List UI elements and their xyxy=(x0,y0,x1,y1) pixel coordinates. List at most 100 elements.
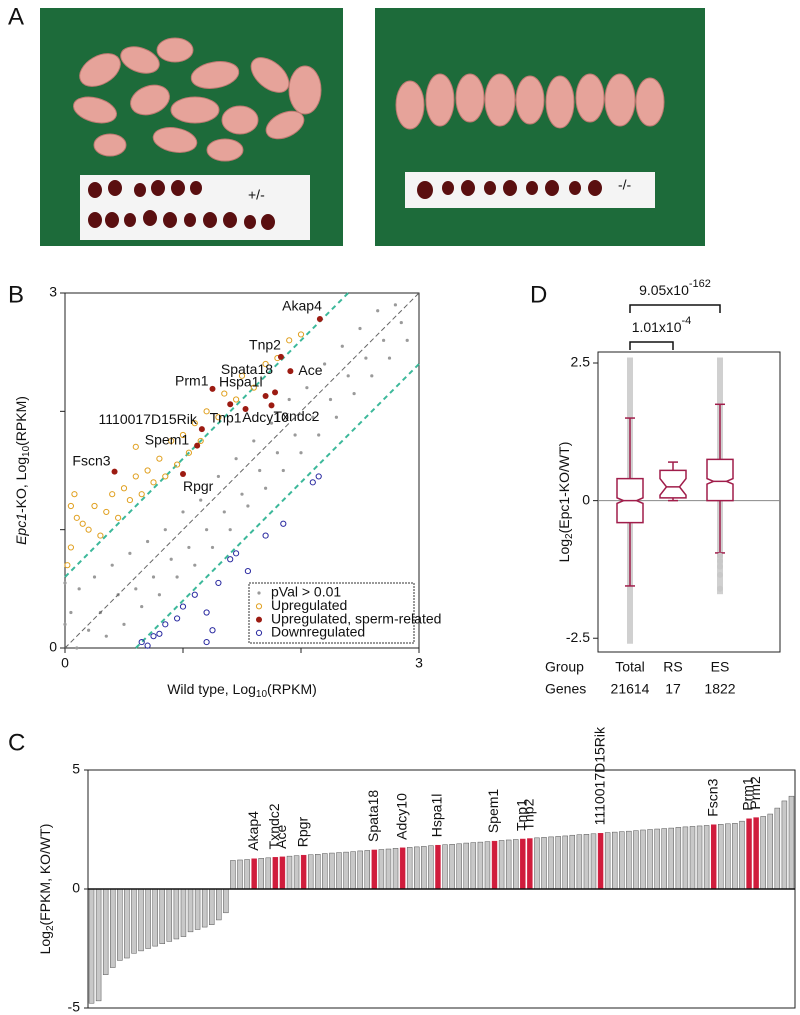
bar xyxy=(484,841,491,890)
photo-knockout: -/- xyxy=(375,8,705,246)
bar xyxy=(477,841,484,890)
data-point xyxy=(262,392,269,399)
threshold-line xyxy=(64,292,349,578)
bar xyxy=(576,834,583,890)
bar xyxy=(315,854,321,890)
data-point xyxy=(244,567,251,575)
p-value-part: -4 xyxy=(682,315,692,327)
data-point xyxy=(215,579,222,587)
data-point xyxy=(222,510,226,514)
data-point xyxy=(77,587,81,591)
bar xyxy=(159,888,165,944)
data-point xyxy=(115,514,122,521)
bar xyxy=(251,858,257,890)
bar xyxy=(209,888,215,925)
outlier xyxy=(717,552,723,559)
bar xyxy=(703,825,710,890)
bar xyxy=(265,857,272,890)
data-point xyxy=(215,414,222,421)
data-point xyxy=(364,356,368,360)
data-point xyxy=(382,338,386,342)
legend-marker xyxy=(255,629,263,637)
y-axis-label: Log2(Epc1-KO/WT) xyxy=(556,442,575,563)
bar xyxy=(619,831,625,890)
bar xyxy=(216,888,222,921)
data-point xyxy=(109,491,116,498)
data-point xyxy=(191,591,198,598)
data-point xyxy=(191,420,198,427)
bar xyxy=(668,827,674,890)
data-point xyxy=(126,496,133,504)
data-point xyxy=(305,386,309,390)
data-point xyxy=(134,587,138,591)
p-value-part: 1.01x10 xyxy=(632,319,682,335)
bar xyxy=(654,828,660,890)
bar xyxy=(732,823,738,890)
y-axis-label-part: 2 xyxy=(45,925,56,931)
data-point xyxy=(138,491,145,498)
data-point xyxy=(358,326,362,331)
bracket xyxy=(629,341,674,350)
data-point xyxy=(346,374,350,378)
outlier xyxy=(717,558,723,565)
y-tick-label: -2.5 xyxy=(566,629,590,645)
gene-label: 1110017D15Rik xyxy=(591,726,607,825)
photo-heterozygous: +/- xyxy=(40,8,343,246)
data-point xyxy=(227,556,234,563)
data-point xyxy=(185,449,192,456)
bar xyxy=(647,829,653,890)
bar xyxy=(534,837,540,890)
data-point xyxy=(264,486,268,490)
data-point xyxy=(71,491,78,498)
bar xyxy=(102,888,109,975)
legend-label: Downregulated xyxy=(271,624,365,640)
data-point xyxy=(175,575,179,579)
bar xyxy=(753,817,759,890)
data-point xyxy=(233,550,240,557)
outlier xyxy=(717,585,723,592)
bar xyxy=(520,838,526,890)
data-point xyxy=(144,467,151,474)
bar xyxy=(272,857,279,890)
data-point xyxy=(120,485,128,492)
data-point xyxy=(277,353,284,360)
data-point xyxy=(275,451,279,455)
gene-label: Spata18 xyxy=(365,790,381,842)
data-point xyxy=(315,473,322,480)
data-point xyxy=(250,384,257,391)
bar xyxy=(110,888,116,968)
bar xyxy=(583,834,590,890)
bar xyxy=(336,852,342,890)
data-point xyxy=(370,374,374,378)
data-point xyxy=(174,615,181,622)
data-point xyxy=(233,396,240,403)
bar xyxy=(117,888,123,961)
bar xyxy=(456,843,462,890)
data-point xyxy=(352,391,356,396)
data-point xyxy=(144,642,151,649)
data-point xyxy=(79,520,86,527)
data-point xyxy=(162,473,169,480)
group-label: ES xyxy=(711,659,730,675)
genotype-label: -/- xyxy=(618,177,632,193)
y-tick-label: 2.5 xyxy=(571,354,591,370)
data-point xyxy=(297,331,305,338)
data-point xyxy=(317,433,321,437)
gene-count: 21614 xyxy=(611,681,650,697)
data-point xyxy=(179,603,187,610)
data-point xyxy=(286,337,293,344)
point-label: Adcy10 xyxy=(242,409,289,425)
bar xyxy=(597,833,604,890)
data-point xyxy=(132,473,139,480)
panel-label: A xyxy=(8,3,24,30)
data-point xyxy=(156,630,163,637)
data-point xyxy=(340,344,344,348)
bar xyxy=(293,855,300,890)
bar xyxy=(661,828,667,890)
outlier xyxy=(717,571,723,578)
y-tick-label: -5 xyxy=(68,999,81,1015)
bracket xyxy=(629,304,721,313)
data-point xyxy=(85,526,92,533)
p-value: 1.01x10-4 xyxy=(632,315,692,335)
bar xyxy=(414,846,420,890)
